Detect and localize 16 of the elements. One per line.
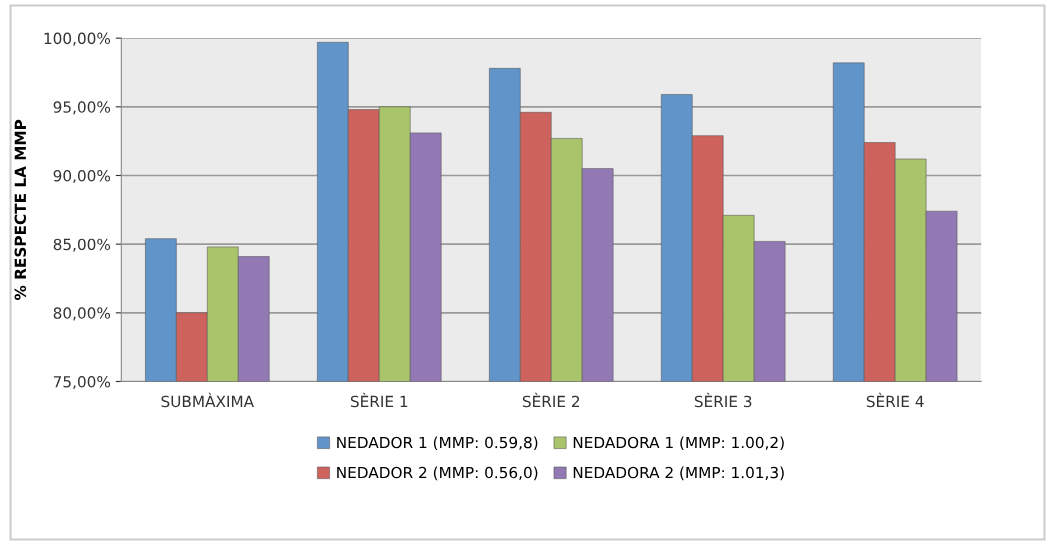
x-tick-label: SUBMÀXIMA: [161, 392, 254, 408]
y-tick-label: 75,00%: [53, 375, 111, 390]
y-tick-label: 95,00%: [53, 101, 111, 115]
legend-label: NEDADOR 2 (MMP: 0.56,0): [337, 466, 538, 481]
y-tick-label: 85,00%: [53, 238, 111, 252]
legend-label: NEDADOR 1 (MMP: 0.59,8): [337, 436, 538, 451]
y-tick-label: 100,00%: [44, 32, 111, 46]
y-tick-label: 80,00%: [53, 307, 111, 321]
legend-label: NEDADORA 2 (MMP: 1.01,3): [573, 466, 784, 481]
legend-label: NEDADORA 1 (MMP: 1.00,2): [573, 436, 784, 451]
x-tick-label: SÈRIE 4: [866, 392, 924, 408]
x-tick-label: SÈRIE 3: [694, 392, 752, 408]
x-tick-label: SÈRIE 2: [522, 392, 580, 408]
y-tick-label: 90,00%: [53, 169, 111, 184]
x-tick-label: SÈRIE 1: [350, 392, 408, 408]
y-axis-title: % RESPECTE LA MMP: [14, 119, 27, 300]
